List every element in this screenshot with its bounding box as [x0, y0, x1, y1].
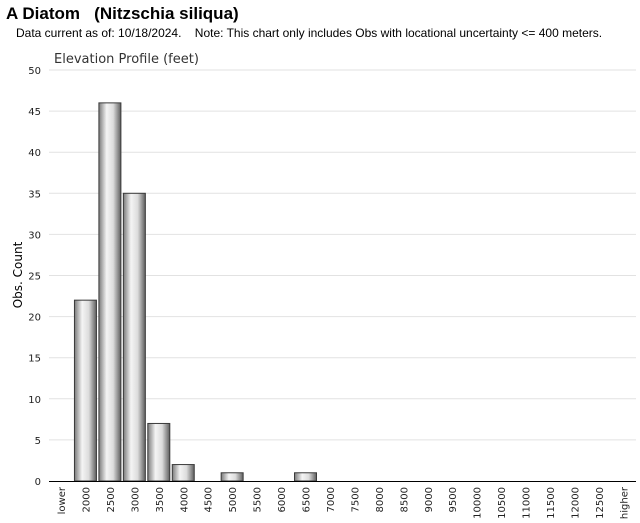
bar-3000 — [122, 192, 146, 482]
x-tick-label-11000: 11000 — [522, 487, 533, 519]
x-tick-label-11500: 11500 — [546, 487, 557, 519]
x-tick-label-10500: 10500 — [497, 487, 508, 519]
x-tick-label-8500: 8500 — [399, 487, 410, 512]
x-tick-labels: lower 2000 2500 3000 3500 4000 4500 5000 5500 600… — [57, 486, 630, 519]
y-tick-label: 30 — [28, 230, 41, 241]
y-tick-label: 25 — [28, 272, 41, 283]
x-tick-label-7500: 7500 — [350, 487, 361, 512]
y-axis-label: Obs. Count — [11, 241, 25, 308]
x-tick-label-6500: 6500 — [302, 487, 313, 512]
chart-main-title: A Diatom (Nitzschia siliqua) — [6, 4, 239, 23]
y-tick-label: 10 — [28, 395, 41, 406]
bar-5000 — [220, 472, 244, 482]
y-tick-label: 20 — [28, 313, 41, 324]
x-tick-label-3500: 3500 — [155, 487, 166, 512]
bar-2000 — [73, 299, 97, 482]
x-tick-label-higher: higher — [619, 486, 630, 519]
data-currency-note: Data current as of: 10/18/2024. Note: Th… — [16, 26, 603, 40]
bars — [73, 102, 317, 482]
bar-6500 — [294, 472, 317, 482]
x-tick-label-5000: 5000 — [228, 487, 239, 512]
x-tick-label-6000: 6000 — [277, 487, 288, 512]
x-tick-label-2500: 2500 — [106, 487, 117, 512]
bar-4000 — [171, 464, 195, 482]
x-tick-label-10000: 10000 — [473, 487, 484, 519]
x-tick-label-lower: lower — [57, 486, 68, 514]
y-tick-label: 0 — [35, 477, 41, 488]
x-tick-label-3000: 3000 — [130, 487, 141, 512]
y-tick-label: 35 — [28, 189, 41, 200]
x-tick-label-4000: 4000 — [179, 487, 190, 512]
y-tick-label: 40 — [28, 148, 41, 159]
bar-2500 — [98, 102, 122, 482]
y-tick-label: 50 — [28, 66, 41, 77]
gridlines — [49, 69, 636, 441]
y-tick-labels: 0 5 10 15 20 25 30 35 40 45 50 — [28, 66, 41, 488]
x-tick-label-12000: 12000 — [570, 487, 581, 519]
x-tick-label-5500: 5500 — [253, 487, 264, 512]
x-tick-label-7000: 7000 — [326, 487, 337, 512]
x-tick-label-2000: 2000 — [81, 487, 92, 512]
y-tick-label: 15 — [28, 354, 41, 365]
x-tick-label-4500: 4500 — [204, 487, 215, 512]
x-tick-label-9500: 9500 — [448, 487, 459, 512]
y-tick-label: 45 — [28, 107, 41, 118]
x-tick-label-8000: 8000 — [375, 487, 386, 512]
y-tick-label: 5 — [35, 436, 41, 447]
plot-title: Elevation Profile (feet) — [54, 52, 199, 67]
x-tick-label-12500: 12500 — [595, 487, 606, 519]
x-tick-label-9000: 9000 — [424, 487, 435, 512]
bar-3500 — [147, 422, 171, 482]
